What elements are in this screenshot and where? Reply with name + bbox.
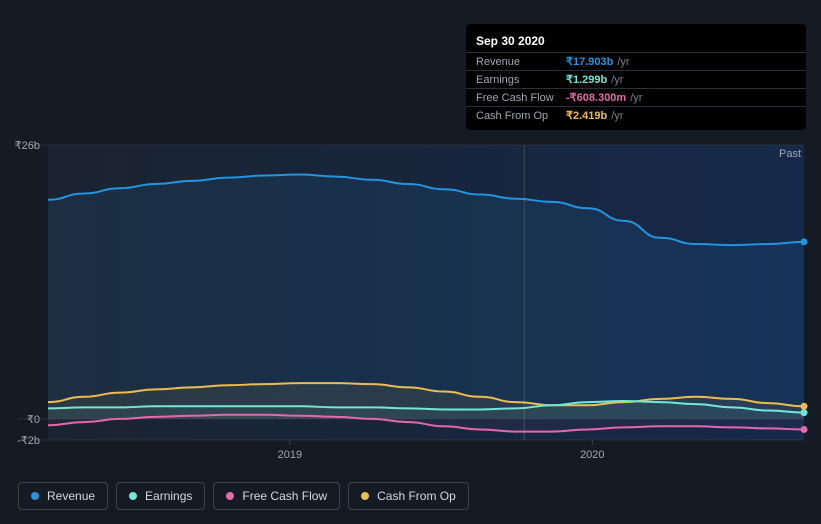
tooltip-row: Cash From Op ₹2.419b /yr xyxy=(466,106,806,124)
legend-swatch xyxy=(129,492,137,500)
legend-item-cash-from-op[interactable]: Cash From Op xyxy=(348,482,469,510)
tooltip-value: ₹2.419b xyxy=(566,109,607,122)
chart-tooltip: Sep 30 2020 Revenue ₹17.903b /yr Earning… xyxy=(466,24,806,130)
legend-swatch xyxy=(31,492,39,500)
tooltip-label: Free Cash Flow xyxy=(476,92,566,104)
tooltip-label: Earnings xyxy=(476,74,566,86)
svg-text:2019: 2019 xyxy=(278,449,302,461)
legend-label: Free Cash Flow xyxy=(242,489,327,503)
legend-label: Earnings xyxy=(145,489,192,503)
svg-text:2020: 2020 xyxy=(580,449,604,461)
tooltip-date: Sep 30 2020 xyxy=(466,30,806,52)
legend-label: Cash From Op xyxy=(377,489,456,503)
tooltip-row: Earnings ₹1.299b /yr xyxy=(466,70,806,88)
tooltip-unit: /yr xyxy=(611,74,623,86)
tooltip-unit: /yr xyxy=(611,110,623,122)
tooltip-row: Free Cash Flow -₹608.300m /yr xyxy=(466,88,806,106)
svg-text:₹0: ₹0 xyxy=(27,414,40,426)
legend-label: Revenue xyxy=(47,489,95,503)
tooltip-value: ₹1.299b xyxy=(566,73,607,86)
legend-item-free-cash-flow[interactable]: Free Cash Flow xyxy=(213,482,340,510)
tooltip-unit: /yr xyxy=(630,92,642,104)
tooltip-value: -₹608.300m xyxy=(566,91,626,104)
legend-swatch xyxy=(361,492,369,500)
tooltip-value: ₹17.903b xyxy=(566,55,613,68)
tooltip-label: Cash From Op xyxy=(476,110,566,122)
past-label: Past xyxy=(779,148,801,160)
chart-legend: Revenue Earnings Free Cash Flow Cash Fro… xyxy=(18,482,469,510)
svg-text:-₹2b: -₹2b xyxy=(17,435,40,447)
tooltip-label: Revenue xyxy=(476,56,566,68)
svg-text:₹26b: ₹26b xyxy=(15,140,40,152)
legend-swatch xyxy=(226,492,234,500)
legend-item-earnings[interactable]: Earnings xyxy=(116,482,205,510)
tooltip-row: Revenue ₹17.903b /yr xyxy=(466,52,806,70)
tooltip-unit: /yr xyxy=(617,56,629,68)
legend-item-revenue[interactable]: Revenue xyxy=(18,482,108,510)
